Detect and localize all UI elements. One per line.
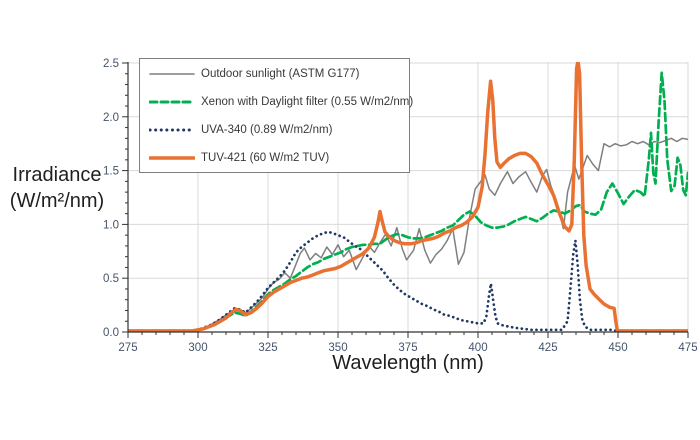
- series-lines: [128, 62, 688, 332]
- y-axis-title-line1: Irradiance: [12, 164, 102, 186]
- legend: Outdoor sunlight (ASTM G177) Xenon with D…: [139, 58, 413, 173]
- series-line-uva-340: [185, 230, 618, 332]
- series-line-tuv-421: [128, 62, 688, 332]
- legend-label-outdoor-sunlight: Outdoor sunlight (ASTM G177): [201, 68, 360, 80]
- y-tick-label: 1.5: [103, 166, 119, 178]
- x-tick-label: 400: [468, 342, 487, 354]
- legend-line-sample-tuv-421: [149, 156, 195, 160]
- x-tick-label: 325: [258, 342, 277, 354]
- x-tick-label: 300: [188, 342, 207, 354]
- legend-label-uva-340: UVA-340 (0.89 W/m2/nm): [201, 124, 333, 136]
- y-tick-label: 2.0: [103, 112, 119, 124]
- legend-line-sample-uva-340: [149, 128, 195, 132]
- legend-item-tuv-421: TUV-421 (60 W/m2 TUV): [140, 144, 409, 172]
- legend-line-sample-xenon-daylight-filter: [149, 100, 195, 104]
- legend-item-uva-340: UVA-340 (0.89 W/m2/nm): [140, 116, 409, 144]
- axes: 275 300 325 350 375 400 425 450 475 0.0 0.5 1.0 1.5 2…: [103, 58, 698, 354]
- x-axis-title: Wavelength (nm): [332, 352, 484, 374]
- legend-label-xenon-daylight-filter: Xenon with Daylight filter (0.55 W/m2/nm…: [201, 96, 414, 108]
- x-tick-label: 350: [328, 342, 347, 354]
- y-tick-label: 0.0: [103, 327, 119, 339]
- x-tick-label: 275: [118, 342, 137, 354]
- legend-line-sample-outdoor-sunlight: [149, 73, 195, 75]
- legend-item-outdoor-sunlight: Outdoor sunlight (ASTM G177): [140, 60, 409, 88]
- y-axis-title-line2: (W/m²/nm): [9, 190, 105, 212]
- y-tick-label: 0.5: [103, 273, 119, 285]
- y-tick-label: 1.0: [103, 219, 119, 231]
- y-axis-title: Irradiance (W/m²/nm): [0, 162, 114, 214]
- legend-label-tuv-421: TUV-421 (60 W/m2 TUV): [201, 152, 330, 164]
- x-tick-label: 375: [398, 342, 417, 354]
- legend-item-xenon-daylight-filter: Xenon with Daylight filter (0.55 W/m2/nm…: [140, 88, 413, 116]
- x-tick-label: 425: [538, 342, 557, 354]
- series-line-xenon-daylight-filter: [191, 71, 688, 332]
- x-tick-label: 475: [678, 342, 697, 354]
- x-tick-label: 450: [608, 342, 627, 354]
- y-tick-label: 2.5: [103, 58, 119, 70]
